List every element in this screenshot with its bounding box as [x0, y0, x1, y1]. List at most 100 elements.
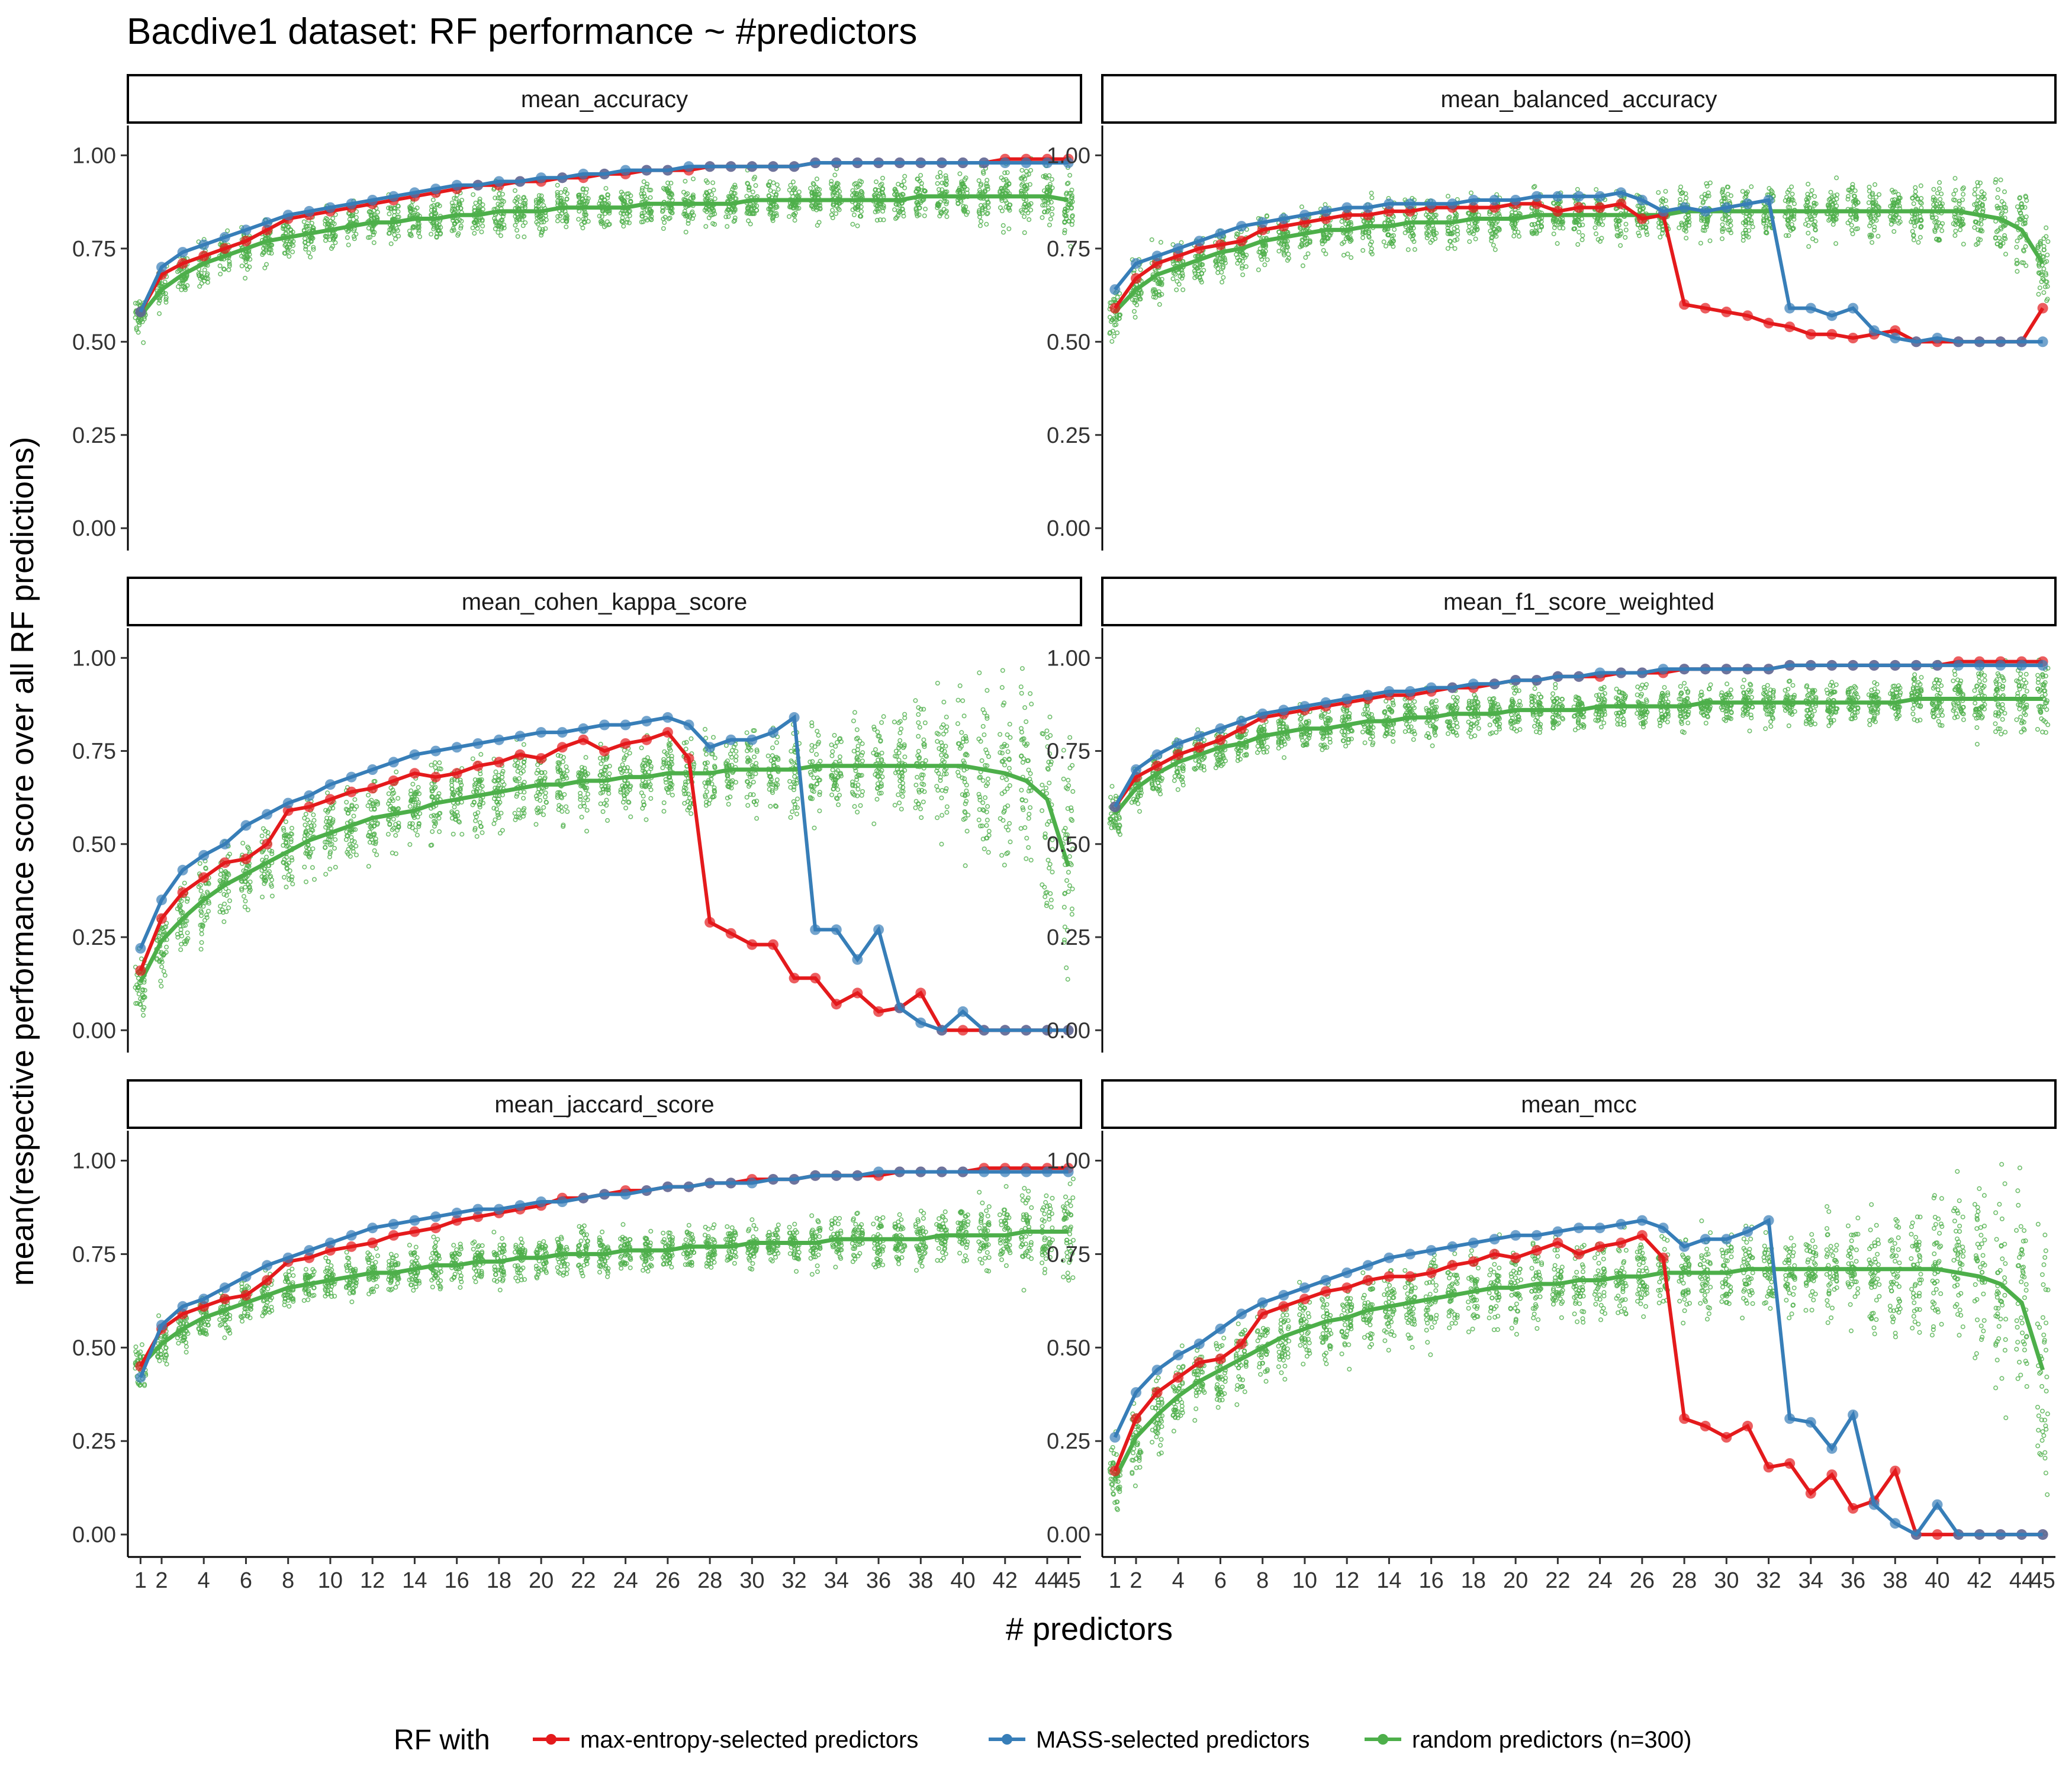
- random-point: [287, 868, 292, 873]
- random-point: [157, 311, 162, 316]
- random-point: [943, 173, 948, 178]
- random-point: [410, 781, 416, 787]
- random-point: [157, 298, 162, 303]
- random-point: [141, 1013, 146, 1018]
- random-point: [941, 207, 947, 212]
- max-entropy-point: [1636, 213, 1648, 224]
- random-point: [1175, 279, 1180, 284]
- random-point: [310, 846, 316, 851]
- random-point: [915, 201, 921, 207]
- mass-point: [725, 161, 736, 172]
- random-point: [913, 206, 919, 211]
- random-point: [938, 170, 943, 175]
- random-point: [744, 194, 749, 199]
- random-point: [564, 214, 570, 219]
- random-point: [394, 769, 399, 774]
- mass-point: [1742, 198, 1753, 210]
- random-point: [179, 281, 184, 287]
- max-entropy-point: [1721, 306, 1732, 317]
- random-point: [1467, 224, 1472, 229]
- random-point: [1299, 204, 1305, 210]
- random-point: [395, 796, 401, 801]
- random-point: [393, 236, 398, 242]
- random-point: [303, 879, 308, 884]
- random-point: [345, 229, 350, 234]
- random-point: [731, 219, 736, 224]
- random-point: [302, 816, 307, 821]
- panel-mean-cohen-kappa-score: mean_cohen_kappa_score0.000.250.500.751.…: [72, 577, 1082, 1053]
- mass-point: [1721, 202, 1732, 213]
- random-point: [388, 206, 394, 211]
- random-point: [1048, 216, 1053, 221]
- random-point: [964, 186, 970, 192]
- max-entropy-point: [1131, 273, 1141, 284]
- random-point: [1937, 186, 1942, 191]
- random-point: [729, 190, 734, 195]
- random-point: [648, 188, 654, 193]
- mass-point: [641, 165, 652, 176]
- random-point: [371, 240, 377, 245]
- random-point: [664, 186, 669, 191]
- random-point: [584, 195, 589, 201]
- random-point: [243, 275, 248, 281]
- max-entropy-point: [1616, 198, 1627, 210]
- mass-point: [1679, 202, 1690, 213]
- max-entropy-point: [1679, 299, 1690, 310]
- random-point: [621, 211, 626, 216]
- y-tick-label: 0.25: [1047, 423, 1090, 448]
- random-point: [1961, 192, 1966, 197]
- random-point: [1381, 239, 1386, 244]
- random-point: [181, 278, 186, 283]
- random-point: [430, 829, 435, 834]
- random-point: [555, 182, 560, 188]
- random-point: [311, 877, 317, 882]
- mass-point: [1362, 202, 1373, 213]
- random-point: [796, 189, 802, 195]
- random-point: [665, 180, 671, 185]
- random-point: [308, 238, 314, 243]
- random-point: [749, 211, 755, 216]
- y-tick-label: 0.50: [72, 832, 116, 857]
- mass-point: [1320, 205, 1331, 217]
- random-point: [539, 229, 545, 234]
- random-point: [939, 210, 944, 215]
- random-point: [288, 239, 293, 244]
- mass-point: [198, 239, 210, 250]
- mass-point: [1763, 195, 1774, 205]
- random-point: [776, 186, 781, 192]
- random-point: [691, 176, 696, 182]
- random-point: [372, 848, 377, 853]
- random-point: [1973, 186, 1978, 192]
- random-point: [241, 894, 246, 899]
- random-point: [712, 221, 718, 227]
- random-point: [134, 325, 139, 330]
- random-point: [732, 182, 738, 188]
- random-point: [1658, 234, 1663, 240]
- mass-point: [1826, 310, 1838, 321]
- mass-point: [1784, 303, 1796, 314]
- random-point: [366, 226, 371, 231]
- random-point: [371, 213, 377, 218]
- random-point: [162, 279, 168, 285]
- y-tick-label: 0.25: [72, 423, 116, 448]
- mass-point: [1932, 333, 1943, 343]
- random-point: [1445, 246, 1450, 251]
- random-point: [514, 217, 519, 223]
- random-point: [392, 205, 398, 211]
- random-point: [774, 191, 779, 197]
- random-point: [137, 320, 142, 326]
- random-point: [855, 191, 860, 197]
- max-entropy-point: [1763, 317, 1774, 329]
- random-point: [619, 189, 624, 195]
- random-point: [1872, 182, 1878, 187]
- random-point: [936, 187, 941, 192]
- random-point: [1953, 229, 1958, 234]
- random-point: [1019, 168, 1025, 173]
- random-point: [878, 182, 883, 188]
- random-point: [648, 211, 653, 217]
- mass-point: [810, 157, 821, 168]
- random-point: [829, 212, 834, 217]
- random-point: [750, 189, 755, 195]
- random-point: [332, 221, 337, 227]
- random-point: [517, 199, 523, 204]
